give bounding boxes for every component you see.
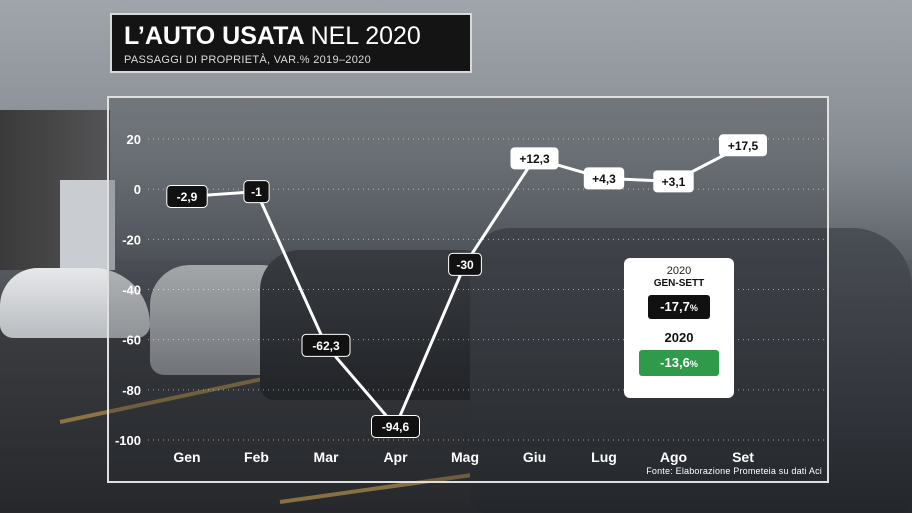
data-label: -30	[448, 252, 482, 276]
data-label-text: +3,1	[662, 175, 686, 189]
data-label-box	[371, 414, 420, 438]
data-label-text: +12,3	[519, 152, 550, 166]
data-label-text: -2,9	[177, 190, 198, 204]
data-label-box	[301, 333, 351, 357]
x-category-label: Ago	[660, 449, 687, 465]
grid-lines	[148, 138, 828, 441]
data-label: -1	[243, 180, 270, 204]
x-axis-categories: Gen Feb Mar Apr Mag Giu Lug Ago Set	[173, 449, 754, 465]
data-label-text: +17,5	[728, 139, 759, 153]
y-tick-label: -80	[122, 383, 141, 398]
data-label-box	[510, 147, 559, 170]
data-label: +3,1	[653, 170, 694, 193]
x-category-label: Giu	[523, 449, 546, 465]
x-category-label: Feb	[244, 449, 269, 465]
background-car-white	[0, 268, 150, 338]
summary-value-2-number: -13,6	[660, 355, 690, 370]
background-building-facade	[60, 180, 115, 270]
data-label-box	[653, 170, 694, 193]
data-label-box	[583, 167, 625, 190]
data-label: -2,9	[166, 184, 208, 208]
data-label-text: -30	[456, 258, 474, 272]
x-category-label: Set	[732, 449, 754, 465]
data-label-box	[448, 252, 482, 276]
data-label: +17,5	[719, 134, 767, 157]
data-label-box	[243, 180, 270, 204]
data-label-text: -62,3	[312, 339, 340, 353]
x-category-label: Lug	[591, 449, 617, 465]
y-tick-label: -100	[115, 433, 141, 448]
summary-value-2: -13,6%	[639, 350, 719, 376]
chart-subtitle: PASSAGGI DI PROPRIETÀ, VAR.% 2019–2020	[124, 54, 371, 66]
data-label-box	[166, 184, 208, 208]
summary-value-1-unit: %	[689, 303, 698, 313]
data-labels: -2,9 -1 -62,3 -94,6 -30 +12,3 +4,3 +3,1 +17,5	[166, 134, 767, 438]
summary-value-2-unit: %	[689, 359, 698, 369]
summary-year-2: 2020	[664, 330, 694, 345]
y-tick-label: 20	[127, 132, 141, 147]
data-label: +4,3	[583, 167, 625, 190]
x-category-label: Mar	[314, 449, 339, 465]
y-tick-label: -40	[122, 283, 141, 298]
data-label: -62,3	[301, 333, 351, 357]
title-bold-part: L’AUTO USATA	[124, 22, 305, 50]
chart-title: L’AUTO USATA NEL 2020	[124, 19, 460, 53]
summary-year-1: 2020	[666, 265, 692, 277]
y-tick-label: -20	[122, 232, 141, 247]
data-label-text: -94,6	[382, 420, 410, 434]
summary-period: GEN-SETT	[653, 278, 705, 289]
y-tick-label: 0	[134, 182, 141, 197]
data-label-text: -1	[251, 185, 262, 199]
data-label: -94,6	[371, 414, 420, 438]
data-label: +12,3	[510, 147, 559, 170]
title-light-part: NEL 2020	[310, 22, 421, 50]
source-note: Fonte: Elaborazione Prometeia su dati Ac…	[646, 466, 822, 476]
x-category-label: Apr	[383, 449, 408, 465]
title-box: L’AUTO USATA NEL 2020 PASSAGGI DI PROPRIE…	[110, 13, 472, 73]
x-category-label: Mag	[451, 449, 479, 465]
x-category-label: Gen	[173, 449, 200, 465]
summary-value-1-number: -17,7	[660, 299, 690, 314]
summary-box: 2020 GEN-SETT -17,7% 2020 -13,6%	[624, 258, 734, 398]
data-label-box	[719, 134, 767, 157]
y-axis-ticks: 20 0 -20 -40 -60 -80 -100	[115, 132, 141, 448]
y-tick-label: -60	[122, 333, 141, 348]
data-label-text: +4,3	[592, 172, 616, 186]
summary-value-1: -17,7%	[648, 295, 710, 319]
